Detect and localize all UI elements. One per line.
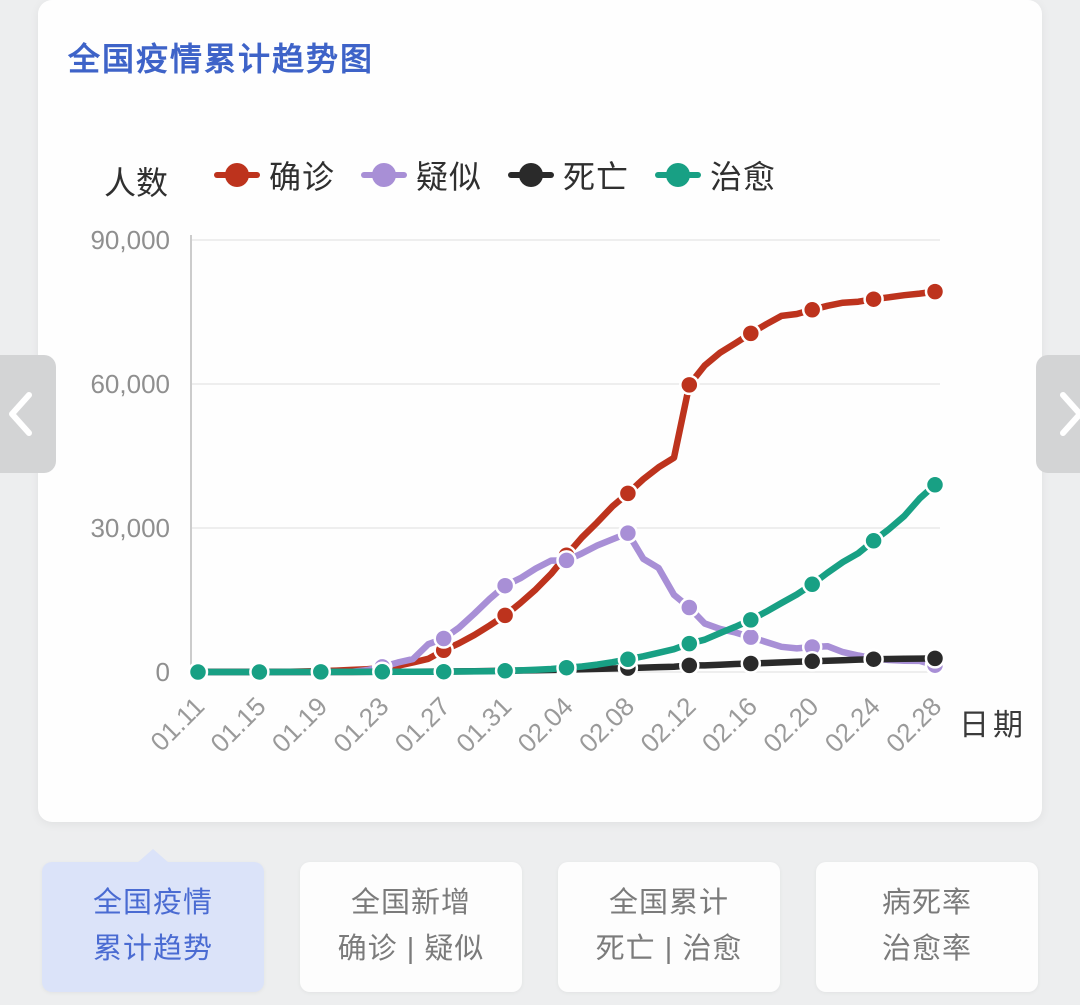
suspected-marker (433, 628, 454, 649)
tab-national-new-confirmed-suspected[interactable]: 全国新增 确诊 | 疑似 (300, 862, 522, 992)
cured-marker (740, 609, 762, 631)
suspected-marker (679, 597, 700, 618)
legend-item-label: 治愈 (710, 159, 777, 195)
confirmed-marker (863, 288, 884, 310)
x-tick-label: 01.15 (204, 691, 271, 758)
x-tick-label: 02.24 (819, 691, 886, 758)
tab-national-cumulative-trend[interactable]: 全国疫情 累计趋势 (42, 849, 264, 992)
tab-label-line1: 全国累计 (608, 887, 729, 920)
tab-fatality-rate-cure-rate[interactable]: 病死率 治愈率 (816, 862, 1038, 992)
confirmed-marker (924, 281, 946, 302)
chevron-right-icon (1060, 392, 1080, 436)
legend-marker-icon (214, 162, 260, 188)
legend-item-cured[interactable]: 治愈 (655, 152, 776, 198)
page-title: 全国疫情累计趋势图 (68, 41, 375, 77)
y-tick-label: 90,000 (90, 225, 170, 255)
confirmed-marker (740, 323, 762, 344)
suspected-marker (494, 575, 516, 596)
x-tick-label: 01.23 (327, 691, 394, 758)
deaths-marker (740, 653, 762, 674)
cured-marker (924, 474, 946, 496)
suspected-marker (740, 626, 762, 648)
tab-label-line2: 死亡 | 治愈 (595, 933, 743, 965)
cured-marker (863, 530, 884, 552)
legend-marker-icon (361, 162, 408, 188)
suspected-marker (617, 522, 639, 544)
x-tick-label: 02.08 (573, 691, 640, 758)
x-tick-label: 02.12 (634, 691, 701, 758)
suspected-marker (556, 550, 577, 571)
cured-marker (556, 657, 577, 678)
legend-item-suspected[interactable]: 疑似 (361, 152, 482, 198)
y-tick-label: 60,000 (90, 369, 170, 399)
x-tick-label: 01.19 (266, 691, 333, 758)
tab-label-line1: 全国疫情 (92, 887, 213, 920)
legend: 确诊 疑似 死亡 治愈 (214, 152, 776, 198)
confirmed-marker (617, 483, 639, 504)
legend-item-confirmed[interactable]: 确诊 (214, 152, 335, 198)
tab-label-line1: 全国新增 (350, 887, 471, 920)
x-tick-label: 02.16 (696, 691, 763, 758)
carousel-next-button[interactable] (1036, 355, 1080, 473)
legend-item-label: 死亡 (563, 159, 630, 195)
tab-label-line2: 治愈率 (881, 933, 972, 965)
deaths-marker (801, 651, 823, 672)
chevron-left-icon (9, 392, 32, 436)
tab-bar: 全国疫情 累计趋势 全国新增 确诊 | 疑似 全国累计 死亡 | 治愈 病死率 … (42, 849, 1038, 992)
y-axis-unit-label: 人数 (104, 165, 169, 201)
legend-item-label: 疑似 (416, 159, 483, 195)
cured-marker (617, 649, 639, 670)
x-tick-label: 02.20 (757, 691, 824, 758)
confirmed-line (194, 288, 939, 676)
confirmed-marker (494, 605, 516, 626)
cured-marker (433, 661, 454, 682)
x-tick-label: 01.31 (450, 691, 517, 758)
cured-marker (310, 661, 332, 683)
tab-national-cumulative-deaths-cured[interactable]: 全国累计 死亡 | 治愈 (558, 862, 780, 992)
confirmed-marker (801, 299, 823, 321)
chart-card: 全国疫情累计趋势图 人数 确诊 疑似 死亡 治愈 0 30,000 60,000 90,00… (38, 0, 1042, 822)
deaths-marker (924, 648, 946, 669)
confirmed-marker (679, 374, 700, 396)
cured-marker (679, 633, 700, 654)
x-tick-label: 01.27 (389, 691, 456, 758)
carousel-prev-button[interactable] (0, 355, 56, 473)
x-axis-title: 日期 (959, 709, 1027, 742)
cured-marker (249, 661, 270, 683)
deaths-marker (863, 648, 884, 670)
x-tick-label: 02.04 (512, 691, 579, 758)
tab-label-line2: 累计趋势 (92, 933, 213, 965)
deaths-marker (679, 655, 700, 676)
y-tick-label: 30,000 (90, 513, 170, 543)
cured-marker (372, 661, 393, 683)
y-tick-label: 0 (156, 657, 170, 687)
legend-item-label: 确诊 (269, 159, 336, 195)
cured-marker (494, 660, 516, 682)
active-tab-pointer-icon (137, 849, 169, 863)
x-tick-label: 01.11 (144, 691, 210, 757)
legend-item-deaths[interactable]: 死亡 (508, 152, 629, 198)
legend-marker-icon (508, 162, 555, 188)
tab-label-line2: 确诊 | 疑似 (337, 933, 485, 965)
cured-marker (801, 574, 823, 595)
x-tick-label: 02.28 (880, 691, 947, 758)
tab-label-line1: 病死率 (881, 887, 972, 920)
legend-marker-icon (655, 162, 702, 188)
cured-marker (187, 661, 209, 683)
trend-line-chart[interactable]: 030,00060,00090,00001.1101.1501.1901.230… (38, 0, 1042, 800)
